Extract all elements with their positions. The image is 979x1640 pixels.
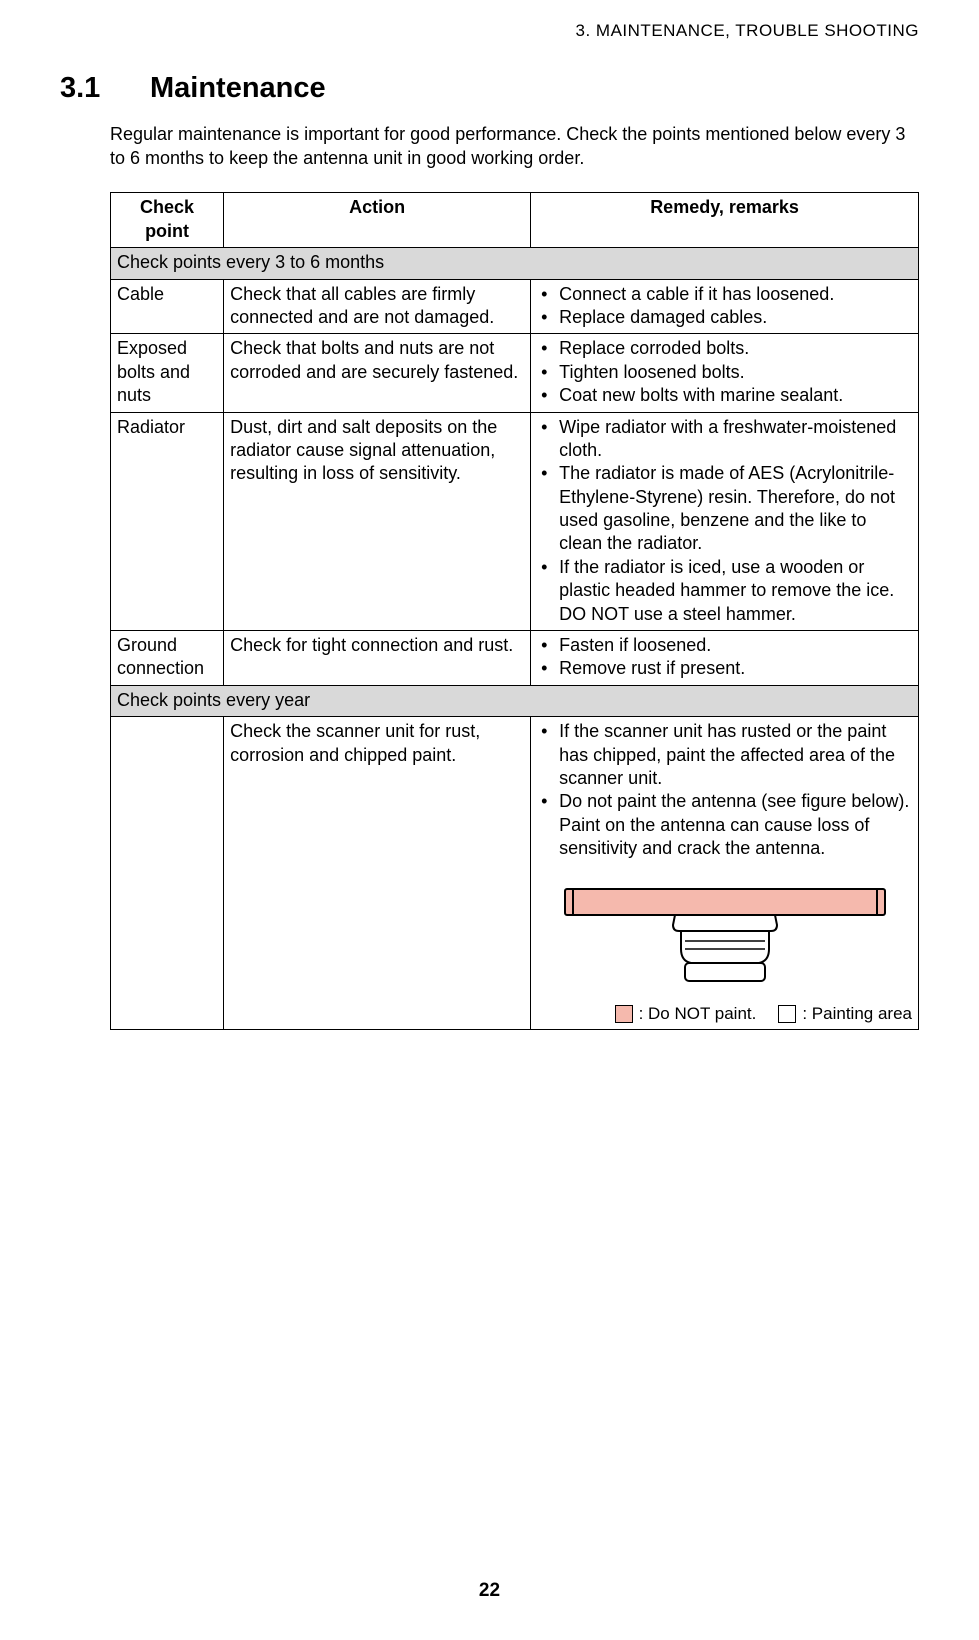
col-header-check: Check point <box>111 193 224 248</box>
remedy-cell: Connect a cable if it has loosened. Repl… <box>531 279 919 334</box>
figure-legend: : Do NOT paint. : Painting area <box>537 1003 912 1025</box>
remedy-item: Do not paint the antenna (see figure bel… <box>537 790 912 860</box>
remedy-item: Remove rust if present. <box>537 657 912 680</box>
check-cell: Ground connection <box>111 631 224 686</box>
legend-painting-area: : Painting area <box>802 1003 912 1025</box>
table-row: Exposed bolts and nuts Check that bolts … <box>111 334 919 412</box>
table-row: Ground connection Check for tight connec… <box>111 631 919 686</box>
remedy-item: The radiator is made of AES (Acry­lonitr… <box>537 462 912 556</box>
swatch-painting-area <box>778 1005 796 1023</box>
check-cell: Cable <box>111 279 224 334</box>
table-row: Check the scanner unit for rust, corrosi… <box>111 717 919 1030</box>
antenna-icon <box>555 871 895 991</box>
action-cell: Dust, dirt and salt deposits on the radi… <box>224 412 531 631</box>
page-header: 3. MAINTENANCE, TROUBLE SHOOTING <box>60 20 919 42</box>
check-cell <box>111 717 224 1030</box>
action-cell: Check that all cables are firmly connect… <box>224 279 531 334</box>
group-header-year: Check points every year <box>111 685 919 716</box>
action-cell: Check for tight connection and rust. <box>224 631 531 686</box>
remedy-item: Wipe radiator with a freshwater-moistene… <box>537 416 912 463</box>
check-cell: Radiator <box>111 412 224 631</box>
table-row: Radiator Dust, dirt and salt deposits on… <box>111 412 919 631</box>
remedy-item: Tighten loosened bolts. <box>537 361 912 384</box>
antenna-figure <box>537 871 912 997</box>
action-cell: Check the scanner unit for rust, corrosi… <box>224 717 531 1030</box>
swatch-do-not-paint <box>615 1005 633 1023</box>
section-number: 3.1 <box>60 70 150 108</box>
col-header-action: Action <box>224 193 531 248</box>
remedy-item: Replace corroded bolts. <box>537 337 912 360</box>
action-cell: Check that bolts and nuts are not corrod… <box>224 334 531 412</box>
legend-do-not-paint: : Do NOT paint. <box>639 1003 757 1025</box>
remedy-cell: Fasten if loosened. Remove rust if prese… <box>531 631 919 686</box>
remedy-item: Coat new bolts with marine sealant. <box>537 384 912 407</box>
remedy-item: Replace damaged cables. <box>537 306 912 329</box>
remedy-cell: If the scanner unit has rusted or the pa… <box>531 717 919 1030</box>
intro-paragraph: Regular maintenance is important for goo… <box>110 122 919 171</box>
page-number: 22 <box>0 1579 979 1604</box>
check-cell: Exposed bolts and nuts <box>111 334 224 412</box>
remedy-cell: Wipe radiator with a freshwater-moistene… <box>531 412 919 631</box>
remedy-item: If the scanner unit has rusted or the pa… <box>537 720 912 790</box>
section-heading-row: 3.1 Maintenance <box>60 70 919 108</box>
remedy-cell: Replace corroded bolts. Tighten loosened… <box>531 334 919 412</box>
maintenance-table: Check point Action Remedy, remarks Check… <box>110 192 919 1030</box>
table-row: Cable Check that all cables are firmly c… <box>111 279 919 334</box>
remedy-item: If the radiator is iced, use a wooden or… <box>537 556 912 626</box>
section-title: Maintenance <box>150 70 326 108</box>
remedy-item: Connect a cable if it has loosened. <box>537 283 912 306</box>
group-header-3to6: Check points every 3 to 6 months <box>111 248 919 279</box>
remedy-item: Fasten if loosened. <box>537 634 912 657</box>
col-header-remedy: Remedy, remarks <box>531 193 919 248</box>
